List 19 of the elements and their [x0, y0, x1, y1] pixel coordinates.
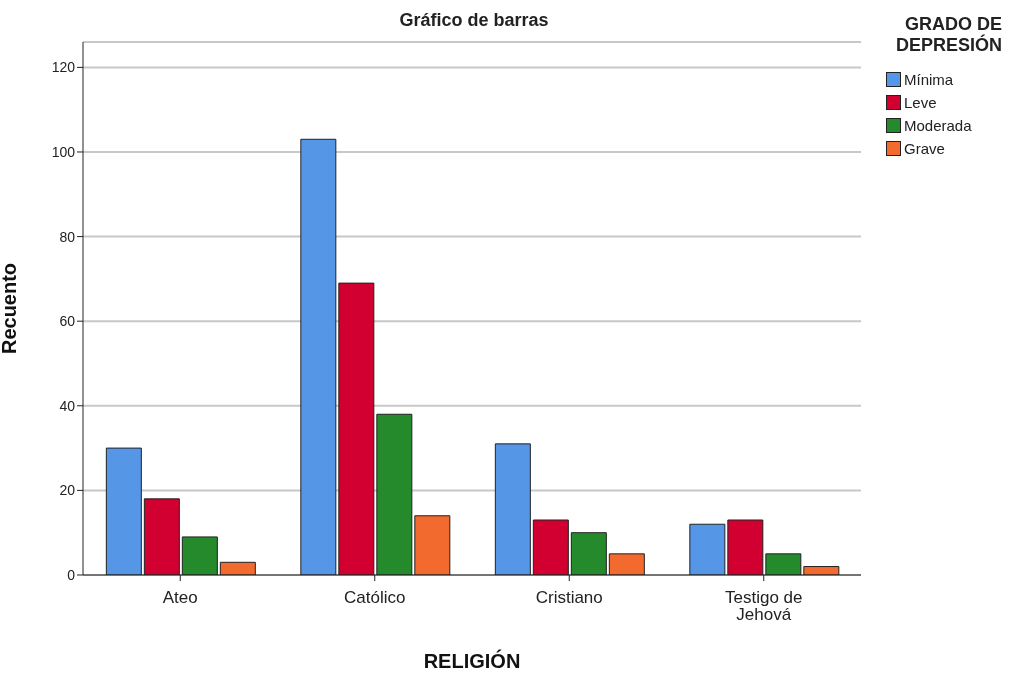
y-tick-label: 80 [59, 228, 76, 245]
legend-label: Grave [903, 139, 946, 159]
x-tick-label: Cristiano [535, 588, 603, 608]
legend-label: Mínima [903, 70, 955, 90]
y-tick-label: 0 [67, 566, 76, 583]
y-tick-label: 100 [51, 143, 76, 160]
legend-label: Leve [903, 93, 938, 113]
x-tick-label: Testigo de Jehová [725, 588, 803, 625]
x-tick-label: Ateo [162, 588, 198, 608]
y-tick-label: 60 [59, 313, 76, 330]
y-axis-title: Recuento [0, 262, 21, 355]
x-tick-label: Católico [344, 588, 406, 608]
legend-label: Moderada [903, 116, 973, 136]
y-tick-label: 40 [59, 397, 76, 414]
y-tick-label: 120 [51, 59, 76, 76]
chart-title: Gráfico de barras [398, 10, 550, 31]
x-axis-title: RELIGIÓN [423, 649, 521, 672]
y-tick-label: 20 [59, 482, 76, 499]
legend-title: GRADO DE DEPRESIÓN [894, 14, 1002, 56]
